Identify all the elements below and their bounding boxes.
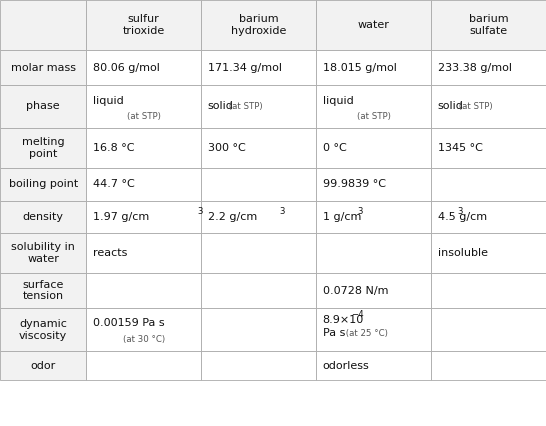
Bar: [316, 168, 431, 201]
Bar: [431, 168, 546, 201]
Text: insoluble: insoluble: [438, 248, 488, 258]
Text: (at 30 °C): (at 30 °C): [123, 335, 165, 344]
Text: phase: phase: [26, 101, 60, 112]
Bar: [431, 85, 546, 128]
Bar: [316, 273, 431, 308]
Bar: [86, 50, 201, 85]
Bar: [0, 0, 86, 50]
Text: 1.97 g/cm: 1.97 g/cm: [93, 212, 149, 222]
Text: sulfur
trioxide: sulfur trioxide: [123, 14, 165, 36]
Bar: [86, 85, 201, 128]
Bar: [316, 201, 431, 233]
Text: 3: 3: [357, 207, 363, 216]
Text: molar mass: molar mass: [10, 63, 76, 73]
Text: boiling point: boiling point: [9, 179, 78, 190]
Bar: [201, 128, 316, 168]
Text: melting
point: melting point: [22, 137, 64, 158]
Bar: [201, 50, 316, 85]
Bar: [316, 0, 431, 50]
Text: surface
tension: surface tension: [22, 280, 64, 301]
Bar: [0, 128, 86, 168]
Text: 80.06 g/mol: 80.06 g/mol: [93, 63, 159, 73]
Text: Pa s: Pa s: [323, 328, 345, 338]
Bar: [86, 233, 201, 273]
Bar: [201, 85, 316, 128]
Text: density: density: [22, 212, 64, 222]
Bar: [0, 201, 86, 233]
Text: 1 g/cm: 1 g/cm: [323, 212, 361, 222]
Bar: [431, 273, 546, 308]
Bar: [201, 168, 316, 201]
Bar: [0, 50, 86, 85]
Text: 16.8 °C: 16.8 °C: [93, 143, 134, 153]
Text: 171.34 g/mol: 171.34 g/mol: [207, 63, 282, 73]
Text: barium
sulfate: barium sulfate: [468, 14, 508, 36]
Bar: [201, 201, 316, 233]
Text: 3: 3: [197, 207, 203, 216]
Text: 0.00159 Pa s: 0.00159 Pa s: [93, 318, 164, 328]
Bar: [86, 273, 201, 308]
Bar: [201, 233, 316, 273]
Text: solid: solid: [207, 101, 234, 112]
Text: 18.015 g/mol: 18.015 g/mol: [323, 63, 396, 73]
Bar: [316, 50, 431, 85]
Bar: [86, 308, 201, 351]
Bar: [0, 168, 86, 201]
Bar: [201, 351, 316, 380]
Text: 99.9839 °C: 99.9839 °C: [323, 179, 385, 190]
Bar: [86, 128, 201, 168]
Text: dynamic
viscosity: dynamic viscosity: [19, 319, 67, 340]
Text: 0.0728 N/m: 0.0728 N/m: [323, 285, 388, 296]
Bar: [0, 308, 86, 351]
Bar: [431, 308, 546, 351]
Text: liquid: liquid: [93, 96, 123, 106]
Text: 44.7 °C: 44.7 °C: [93, 179, 134, 190]
Text: reacts: reacts: [93, 248, 127, 258]
Bar: [316, 308, 431, 351]
Text: (at 25 °C): (at 25 °C): [343, 329, 388, 338]
Text: 3: 3: [457, 207, 462, 216]
Text: water: water: [358, 20, 389, 30]
Bar: [431, 351, 546, 380]
Text: 2.2 g/cm: 2.2 g/cm: [207, 212, 257, 222]
Text: odor: odor: [31, 361, 56, 371]
Text: liquid: liquid: [323, 96, 353, 106]
Bar: [431, 233, 546, 273]
Text: odorless: odorless: [323, 361, 370, 371]
Text: (at STP): (at STP): [127, 112, 161, 121]
Bar: [201, 273, 316, 308]
Bar: [316, 85, 431, 128]
Text: solid: solid: [438, 101, 464, 112]
Text: barium
hydroxide: barium hydroxide: [231, 14, 286, 36]
Bar: [86, 0, 201, 50]
Bar: [86, 201, 201, 233]
Bar: [0, 85, 86, 128]
Text: (at STP): (at STP): [357, 112, 390, 121]
Bar: [316, 351, 431, 380]
Text: 1345 °C: 1345 °C: [438, 143, 483, 153]
Bar: [431, 50, 546, 85]
Bar: [86, 351, 201, 380]
Bar: [431, 201, 546, 233]
Text: (at STP): (at STP): [226, 102, 263, 111]
Text: 8.9×10: 8.9×10: [323, 315, 364, 325]
Bar: [0, 233, 86, 273]
Text: −4: −4: [351, 310, 364, 319]
Bar: [201, 0, 316, 50]
Bar: [0, 351, 86, 380]
Text: 3: 3: [279, 207, 284, 216]
Bar: [316, 128, 431, 168]
Text: 4.5 g/cm: 4.5 g/cm: [438, 212, 486, 222]
Bar: [86, 168, 201, 201]
Text: solubility in
water: solubility in water: [11, 242, 75, 264]
Bar: [316, 233, 431, 273]
Bar: [201, 308, 316, 351]
Bar: [431, 128, 546, 168]
Text: (at STP): (at STP): [456, 102, 493, 111]
Text: 233.38 g/mol: 233.38 g/mol: [438, 63, 512, 73]
Bar: [0, 273, 86, 308]
Bar: [431, 0, 546, 50]
Text: 300 °C: 300 °C: [207, 143, 246, 153]
Text: 0 °C: 0 °C: [323, 143, 346, 153]
